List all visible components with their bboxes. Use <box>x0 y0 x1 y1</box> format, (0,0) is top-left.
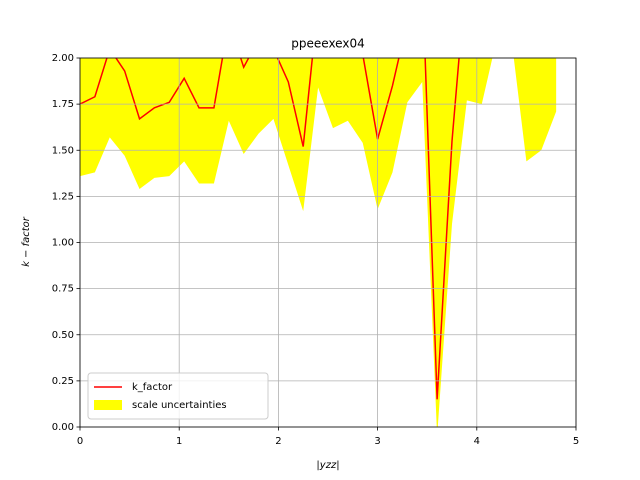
y-tick-label: 1.75 <box>52 99 74 110</box>
x-tick-label: 0 <box>77 436 83 447</box>
x-tick-label: 5 <box>573 436 579 447</box>
x-tick-label: 3 <box>374 436 380 447</box>
legend-patch <box>94 400 122 410</box>
legend-label: k_factor <box>132 382 173 393</box>
legend-label: scale uncertainties <box>132 400 227 411</box>
y-tick-label: 2.00 <box>52 53 74 64</box>
y-tick-label: 1.50 <box>52 145 74 156</box>
x-tick-label: 4 <box>474 436 480 447</box>
y-tick-label: 1.25 <box>52 191 74 202</box>
y-tick-label: 0.25 <box>52 376 74 387</box>
y-tick-label: 0.00 <box>52 422 74 433</box>
y-tick-label: 0.50 <box>52 330 74 341</box>
x-axis-label: |yzz| <box>316 460 339 471</box>
x-tick-label: 2 <box>275 436 281 447</box>
y-axis-label: k − factor <box>21 216 32 267</box>
data-line <box>80 58 460 400</box>
legend-box <box>87 372 269 420</box>
y-tick-label: 0.75 <box>52 284 74 295</box>
x-tick-label: 1 <box>176 436 182 447</box>
y-tick-label: 1.00 <box>52 238 74 249</box>
chart-title: ppeeexex04 <box>291 37 364 51</box>
